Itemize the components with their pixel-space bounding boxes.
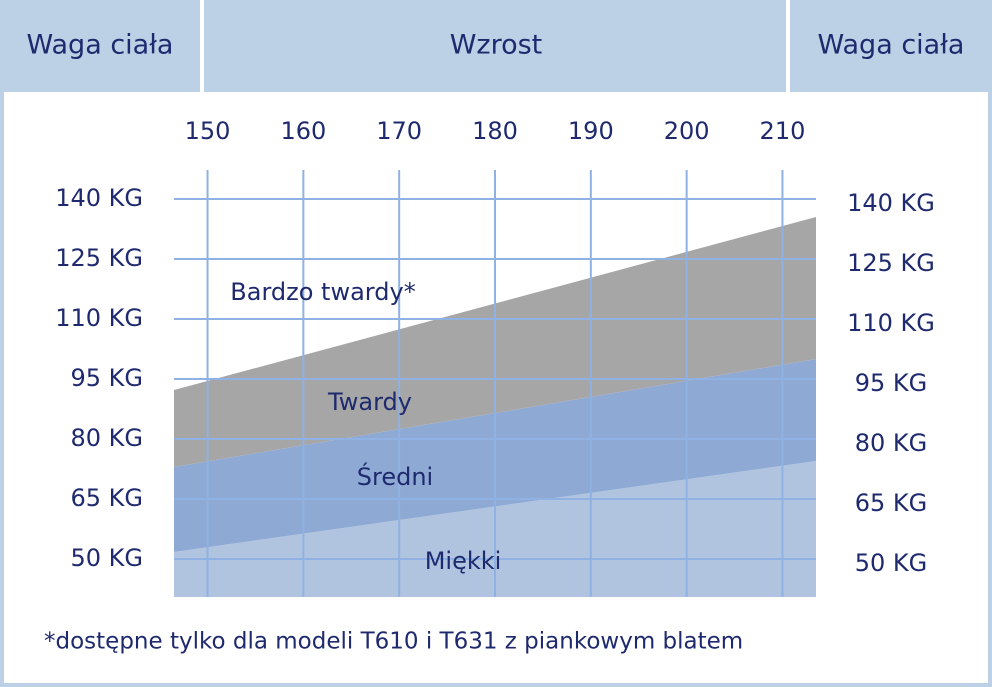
- footnote: *dostępne tylko dla modeli T610 i T631 z…: [44, 629, 743, 655]
- y2-tick-label: 50 KG: [855, 549, 928, 577]
- y-tick-label: 125 KG: [55, 244, 143, 272]
- x-tick-label: 180: [472, 117, 518, 145]
- y2-tick-label: 140 KG: [847, 189, 935, 217]
- annotation: Bardzo twardy*: [230, 278, 415, 306]
- area-label: Miękki: [425, 547, 502, 575]
- x-tick-label: 170: [376, 117, 422, 145]
- header-center: Wzrost: [450, 30, 543, 61]
- header-right: Waga ciała: [818, 30, 965, 61]
- y-tick-label: 80 KG: [70, 424, 143, 452]
- y-tick-label: 140 KG: [55, 184, 143, 212]
- separator: [786, 0, 790, 92]
- y2-tick-label: 65 KG: [855, 489, 928, 517]
- area-label: Twardy: [327, 388, 412, 416]
- y2-tick-label: 95 KG: [855, 369, 928, 397]
- separator: [200, 0, 204, 92]
- header-left: Waga ciała: [27, 30, 174, 61]
- x-tick-label: 210: [760, 117, 806, 145]
- y-tick-label: 110 KG: [55, 304, 143, 332]
- x-tick-label: 200: [664, 117, 710, 145]
- y2-tick-label: 125 KG: [847, 249, 935, 277]
- area-label: Średni: [357, 461, 433, 491]
- y-tick-label: 50 KG: [70, 544, 143, 572]
- x-tick-label: 160: [280, 117, 326, 145]
- x-tick-label: 150: [185, 117, 231, 145]
- y2-tick-label: 110 KG: [847, 309, 935, 337]
- y-tick-label: 65 KG: [70, 484, 143, 512]
- y-tick-label: 95 KG: [70, 364, 143, 392]
- x-tick-label: 190: [568, 117, 614, 145]
- y2-tick-label: 80 KG: [855, 429, 928, 457]
